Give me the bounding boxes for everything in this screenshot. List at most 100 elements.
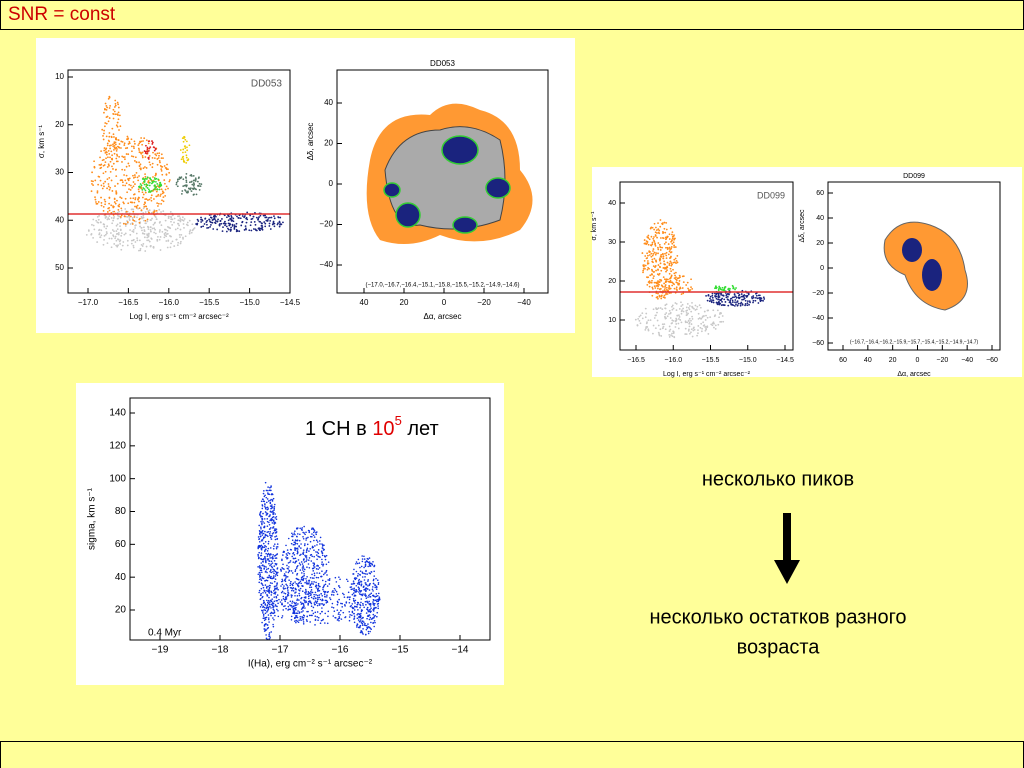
decor-point	[103, 147, 106, 149]
decor-point	[680, 321, 683, 324]
decor-point	[268, 603, 271, 606]
decor-point	[192, 174, 195, 177]
decor-point	[638, 315, 641, 318]
decor-point	[159, 183, 162, 186]
decor-point	[128, 177, 131, 180]
decor-point	[276, 223, 279, 226]
decor-point	[271, 562, 274, 564]
decor-point	[128, 140, 131, 143]
decor-point	[317, 549, 320, 551]
decor-point	[148, 198, 151, 201]
decor-point	[161, 173, 164, 176]
decor-point	[673, 261, 676, 264]
decor-point	[124, 184, 127, 187]
decor-point	[273, 521, 276, 523]
decor-point	[296, 578, 299, 580]
decor-point	[104, 180, 107, 183]
decor-point	[327, 610, 330, 613]
decor-point	[169, 227, 172, 230]
decor-point	[338, 617, 341, 619]
decor-point	[293, 554, 296, 556]
decor-point	[687, 312, 690, 315]
decor-point	[133, 174, 136, 176]
decor-point	[144, 177, 147, 180]
decor-point	[659, 246, 662, 249]
decor-point	[657, 292, 659, 295]
decor-point	[673, 244, 675, 247]
decor-point	[264, 494, 266, 497]
decor-point	[324, 555, 327, 558]
arrow-shaft	[783, 513, 791, 563]
decor-point	[748, 300, 751, 303]
decor-point	[656, 296, 659, 298]
decor-point	[147, 225, 149, 228]
decor-point	[111, 165, 113, 168]
decor-point	[168, 171, 171, 174]
decor-point	[367, 614, 369, 617]
decor-point	[676, 261, 679, 264]
decor-point	[302, 621, 305, 623]
decor-point	[373, 615, 376, 618]
decor-point	[138, 164, 141, 167]
decor-point	[317, 616, 320, 619]
decor-point	[104, 148, 107, 151]
decor-point	[286, 554, 289, 556]
decor-point	[376, 600, 378, 603]
figure-panel	[76, 383, 504, 685]
decor-point	[146, 184, 149, 187]
decor-point	[374, 586, 377, 589]
decor-point	[200, 221, 203, 223]
decor-point	[362, 602, 364, 605]
decor-point	[214, 222, 217, 225]
decor-point	[273, 592, 275, 595]
decor-point	[360, 610, 363, 613]
y-axis-label: Δδ, arcsec	[799, 209, 806, 243]
decor-point	[162, 157, 164, 160]
decor-point	[274, 517, 277, 519]
decor-point	[644, 307, 647, 310]
decor-point	[643, 265, 645, 268]
decor-point	[141, 151, 144, 154]
decor-point	[197, 220, 200, 222]
decor-point	[267, 617, 270, 619]
decor-point	[315, 551, 317, 553]
decor-point	[651, 270, 654, 272]
panel-title: DD053	[430, 59, 455, 68]
decor-point	[133, 201, 136, 204]
decor-point	[253, 220, 256, 223]
x-tick-label: −16.0	[159, 298, 180, 307]
decor-point	[198, 188, 201, 191]
decor-point	[155, 209, 158, 212]
decor-point	[104, 203, 107, 206]
decor-point	[669, 311, 672, 314]
decor-point	[321, 551, 323, 553]
decor-point	[200, 218, 202, 221]
decor-point	[652, 250, 654, 252]
decor-point	[661, 327, 664, 330]
decor-point	[278, 220, 281, 223]
decor-point	[292, 561, 295, 563]
decor-point	[710, 299, 712, 301]
decor-point	[154, 178, 157, 181]
decor-point	[678, 288, 681, 290]
decor-point	[146, 236, 149, 239]
decor-point	[271, 504, 273, 506]
decor-point	[348, 601, 351, 604]
decor-point	[259, 214, 262, 217]
decor-point	[260, 578, 262, 580]
decor-point	[103, 225, 106, 228]
decor-point	[189, 188, 192, 191]
decor-point	[706, 316, 709, 319]
decor-point	[298, 539, 301, 542]
decor-point	[359, 619, 362, 621]
decor-point	[152, 176, 154, 178]
decor-point	[272, 617, 274, 619]
decor-point	[714, 292, 716, 295]
decor-point	[347, 591, 350, 594]
decor-point	[306, 543, 309, 546]
decor-point	[305, 531, 307, 534]
decor-point	[273, 217, 276, 220]
y-tick-label: 10	[55, 72, 64, 81]
decor-point	[235, 225, 238, 228]
decor-point	[739, 302, 742, 305]
